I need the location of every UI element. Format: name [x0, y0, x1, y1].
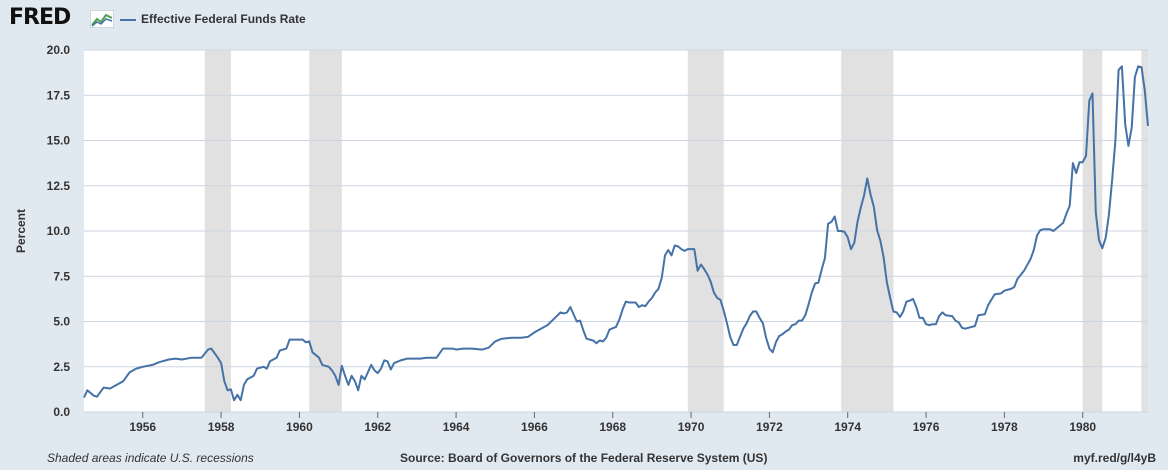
legend-swatch: [120, 18, 136, 21]
legend[interactable]: Effective Federal Funds Rate: [120, 12, 306, 26]
fred-logo[interactable]: FRED: [9, 5, 71, 30]
footer-source: Source: Board of Governors of the Federa…: [400, 451, 768, 465]
footer-link[interactable]: myf.red/g/l4yB: [1073, 451, 1156, 465]
x-tick-label: 1970: [678, 420, 705, 434]
x-axis-ticks: 1956 1958 1960 1962 1964 1966 1968 1970 1972 1974…: [129, 412, 1096, 434]
series-line: [83, 65, 1149, 402]
gridlines: [84, 49, 1148, 413]
x-tick-label: 1968: [599, 420, 626, 434]
y-tick-label: 12.5: [47, 179, 71, 193]
footer-recession-note: Shaded areas indicate U.S. recessions: [47, 451, 254, 465]
y-axis-label: Percent: [14, 209, 28, 253]
x-tick-label: 1962: [364, 420, 391, 434]
y-tick-label: 15.0: [47, 134, 71, 148]
legend-label: Effective Federal Funds Rate: [141, 12, 306, 26]
y-tick-label: 10.0: [47, 224, 71, 238]
y-tick-label: 5.0: [53, 315, 70, 329]
x-tick-label: 1964: [443, 420, 470, 434]
x-tick-label: 1966: [521, 420, 548, 434]
y-tick-label: 2.5: [53, 360, 70, 374]
x-tick-label: 1974: [834, 420, 861, 434]
x-tick-label: 1972: [756, 420, 783, 434]
y-tick-label: 17.5: [47, 88, 71, 102]
y-tick-label: 7.5: [53, 269, 70, 283]
x-tick-label: 1978: [991, 420, 1018, 434]
x-tick-label: 1960: [286, 420, 313, 434]
x-tick-label: 1958: [208, 420, 235, 434]
y-axis-ticks: 0.0 2.5 5.0 7.5 10.0 12.5 15.0 17.5 20.0: [47, 43, 71, 419]
header: FRED Effective Federal Funds Rate: [0, 0, 1168, 40]
x-tick-label: 1976: [913, 420, 940, 434]
series-group: [83, 65, 1149, 402]
x-tick-label: 1956: [129, 420, 156, 434]
y-tick-label: 20.0: [47, 43, 71, 57]
x-tick-label: 1980: [1069, 420, 1096, 434]
y-tick-label: 0.0: [53, 405, 70, 419]
